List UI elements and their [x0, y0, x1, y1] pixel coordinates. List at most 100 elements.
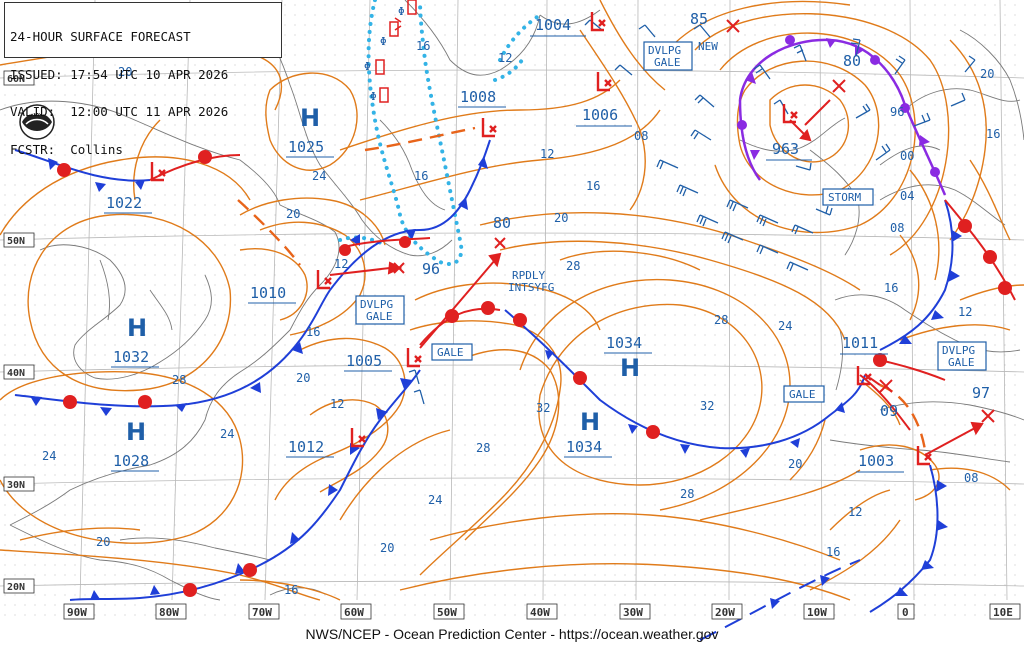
isobar-label: 00 — [900, 149, 914, 163]
isobar-label: 16 — [586, 179, 600, 193]
svg-text:H: H — [126, 418, 146, 446]
isobar-label: 20 — [118, 65, 132, 79]
isobar-label: 28 — [566, 259, 580, 273]
high-center: H 1032 — [111, 314, 159, 368]
low-center-symbols — [150, 12, 932, 466]
isobar-label: 08 — [634, 129, 648, 143]
text-label-line: NEW — [698, 40, 718, 53]
isobar-label: 12 — [958, 305, 972, 319]
isobar-label: 28 — [476, 441, 490, 455]
isobar-label: 24 — [312, 169, 326, 183]
lon-label: 0 — [902, 606, 909, 619]
forecast-header: 24-HOUR SURFACE FORECAST ISSUED: 17:54 U… — [4, 2, 282, 155]
ice-symbols — [375, 0, 417, 103]
pressure-value: 1025 — [288, 138, 324, 156]
forecast-value: 96 — [422, 260, 440, 278]
footer-credit: NWS/NCEP - Ocean Prediction Center - htt… — [305, 626, 719, 642]
isobar-label: 12 — [540, 147, 554, 161]
pressure-value: 1022 — [106, 194, 142, 212]
lat-label: 20N — [7, 582, 25, 593]
isobar-label: 20 — [380, 541, 394, 555]
isobar-label: 12 — [330, 397, 344, 411]
low-center-value: 1022 1010 1005 1012 1008 1006 1004 963 1… — [104, 16, 904, 473]
isobar-label: 08 — [890, 221, 904, 235]
lon-label: 80W — [159, 606, 179, 619]
latitude-labels: 60N 50N 40N 30N 20N — [3, 70, 35, 594]
box-label-line: GALE — [366, 310, 393, 323]
lon-label: 90W — [67, 606, 87, 619]
forecast-value: 80 — [493, 214, 511, 232]
chart-title: 24-HOUR SURFACE FORECAST — [10, 29, 191, 44]
box-label-line: DVLPG — [942, 344, 975, 357]
lon-label: 10W — [807, 606, 827, 619]
isobar-label: 16 — [306, 325, 320, 339]
isobar-label: 04 — [900, 189, 914, 203]
isobar-label: 32 — [700, 399, 714, 413]
forecast-point-values: 96 80 85 80 09 97 — [422, 10, 990, 420]
lat-label: 30N — [7, 480, 25, 491]
high-center: H 1034 — [604, 334, 652, 382]
isobar-label: 24 — [42, 449, 56, 463]
pressure-value: 1028 — [113, 452, 149, 470]
pressure-value: 1011 — [842, 334, 878, 352]
text-label-line: RPDLY — [512, 269, 545, 282]
box-label-line: STORM — [828, 191, 861, 204]
pressure-value: 1034 — [606, 334, 642, 352]
isobar-label: 20 — [554, 211, 568, 225]
pressure-value: 1034 — [566, 438, 602, 456]
isobar-label: 16 — [416, 39, 430, 53]
forecast-value: 09 — [880, 402, 898, 420]
pressure-value: 1032 — [113, 348, 149, 366]
isobar-label: 28 — [680, 487, 694, 501]
lat-label: 50N — [7, 236, 25, 247]
lon-label: 70W — [252, 606, 272, 619]
pressure-centers: H 1025 H 1032 H 1028 H 1034 H 1034 — [104, 16, 904, 473]
pressure-value: 1003 — [858, 452, 894, 470]
storm-wind-barbs — [408, 19, 976, 405]
cold-front-pips — [30, 156, 962, 609]
grid-dots — [0, 0, 1024, 620]
lat-label: 60N — [7, 74, 25, 85]
isobar-label: 16 — [284, 583, 298, 597]
pressure-value: 1006 — [582, 106, 618, 124]
lon-label: 30W — [623, 606, 643, 619]
occluded-pips — [737, 35, 940, 177]
longitude-labels: 90W 80W 70W 60W 50W 40W 30W 20W 10W 0 10… — [63, 603, 1021, 620]
high-center: H 1028 — [111, 418, 159, 472]
logo-label: NOAA — [30, 110, 48, 117]
coastlines — [0, 0, 1024, 601]
isobar-label: 24 — [220, 427, 234, 441]
isobar-label: 20 — [788, 457, 802, 471]
isobar-label: 32 — [536, 401, 550, 415]
svg-text:Φ: Φ — [364, 60, 371, 73]
storm-tracks — [329, 99, 984, 456]
box-label-line: GALE — [654, 56, 681, 69]
svg-text:H: H — [620, 354, 640, 382]
isobar-label: 20 — [96, 535, 110, 549]
isobar-label: 20 — [296, 371, 310, 385]
isobars — [0, 0, 1024, 601]
high-center: H 1034 — [564, 408, 612, 458]
pressure-value: 1008 — [460, 88, 496, 106]
isobar-label: 16 — [884, 281, 898, 295]
isobar-label: 16 — [826, 545, 840, 559]
noaa-logo: NOAA — [19, 104, 55, 140]
isobar-label: 28 — [172, 373, 186, 387]
isobar-label: 12 — [498, 51, 512, 65]
text-label-line: INTSYFG — [508, 281, 554, 294]
box-label-line: GALE — [789, 388, 816, 401]
svg-text:Φ: Φ — [370, 90, 377, 103]
pressure-value: 1012 — [288, 438, 324, 456]
forecast-value: 97 — [972, 384, 990, 402]
lon-label: 20W — [715, 606, 735, 619]
isobar-label: 08 — [964, 471, 978, 485]
pressure-value: 1005 — [346, 352, 382, 370]
box-label-line: GALE — [437, 346, 464, 359]
svg-text:Φ: Φ — [398, 5, 405, 18]
ice-edge — [338, 0, 542, 266]
pressure-value: 1010 — [250, 284, 286, 302]
svg-text:H: H — [300, 104, 320, 132]
forecast-x-marks — [393, 19, 995, 423]
box-label-line: DVLPG — [648, 44, 681, 57]
isobar-label: 28 — [714, 313, 728, 327]
